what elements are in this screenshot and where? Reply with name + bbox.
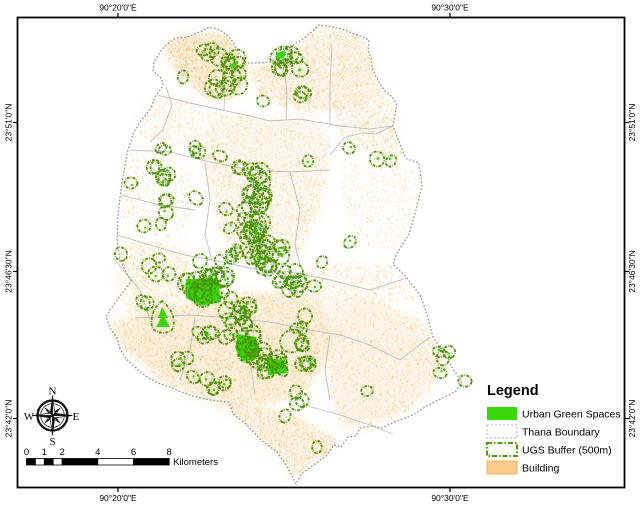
svg-text:E: E xyxy=(73,411,80,423)
svg-text:23°51'0"N: 23°51'0"N xyxy=(627,104,637,142)
svg-text:6: 6 xyxy=(131,447,136,458)
svg-text:Thana Boundary: Thana Boundary xyxy=(522,427,600,439)
svg-text:Urban Green Spaces: Urban Green Spaces xyxy=(522,409,621,421)
svg-text:23°42'0"N: 23°42'0"N xyxy=(627,400,637,438)
svg-text:23°42'0"N: 23°42'0"N xyxy=(4,400,14,438)
svg-text:UGS Buffer (500m): UGS Buffer (500m) xyxy=(522,445,612,457)
svg-text:23°46'30"N: 23°46'30"N xyxy=(627,250,637,293)
svg-text:N: N xyxy=(49,386,57,398)
svg-text:1: 1 xyxy=(42,447,47,458)
svg-text:90°30'0"E: 90°30'0"E xyxy=(431,3,469,13)
svg-text:2: 2 xyxy=(60,447,65,458)
svg-text:8: 8 xyxy=(166,447,171,458)
svg-text:Kilometers: Kilometers xyxy=(173,457,218,468)
svg-text:90°20'0"E: 90°20'0"E xyxy=(99,3,137,13)
svg-text:Legend: Legend xyxy=(487,383,539,399)
svg-text:S: S xyxy=(49,436,55,448)
svg-text:90°20'0"E: 90°20'0"E xyxy=(99,493,137,503)
svg-text:90°30'0"E: 90°30'0"E xyxy=(431,493,469,503)
svg-text:4: 4 xyxy=(95,447,100,458)
svg-text:Building: Building xyxy=(522,463,560,475)
svg-text:0: 0 xyxy=(24,447,29,458)
svg-text:23°51'0"N: 23°51'0"N xyxy=(4,104,14,142)
svg-text:W: W xyxy=(24,411,35,423)
svg-text:23°46'30"N: 23°46'30"N xyxy=(4,250,14,293)
